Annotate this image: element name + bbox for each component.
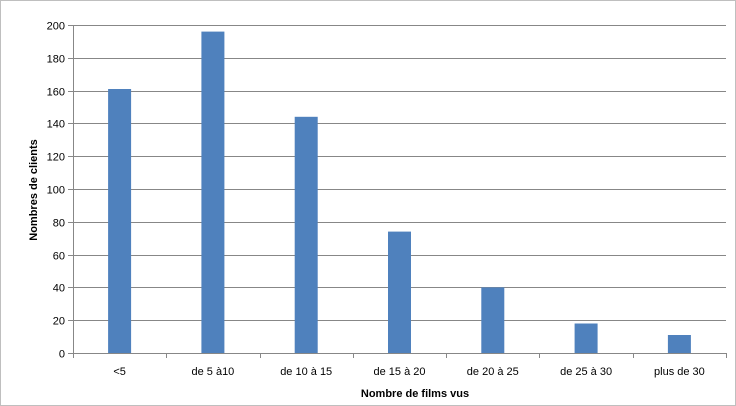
- y-tick-label: 100: [47, 185, 65, 197]
- y-axis-title: Nombres de clients: [28, 139, 40, 240]
- bars: [108, 31, 691, 353]
- x-tick-label: <5: [113, 366, 126, 378]
- gridlines: [68, 25, 726, 354]
- bar: [294, 116, 318, 353]
- bar: [667, 335, 691, 353]
- y-tick-label: 60: [53, 251, 65, 263]
- x-tick-labels: <5 de 5 à10 de 10 à 15 de 15 à 20 de 20 à 25…: [113, 366, 704, 378]
- y-tick-label: 160: [47, 87, 65, 99]
- x-tick-label: de 15 à 20: [374, 366, 426, 378]
- x-tick-label: de 25 à 30: [560, 366, 612, 378]
- y-tick-labels: 0 20 40 60 80 100 120 140 160 180 200: [47, 21, 65, 361]
- y-tick-label: 200: [47, 21, 65, 33]
- bar: [574, 323, 598, 353]
- x-axis-title: Nombre de films vus: [361, 388, 469, 400]
- x-tick-label: de 5 à10: [191, 366, 234, 378]
- bar: [388, 231, 411, 353]
- y-tick-label: 0: [59, 349, 65, 361]
- bar: [481, 287, 505, 353]
- y-tick-label: 180: [47, 54, 65, 66]
- x-tick-label: de 20 à 25: [467, 366, 519, 378]
- bar: [201, 31, 225, 353]
- x-tick-label: de 10 à 15: [280, 366, 332, 378]
- y-tick-label: 80: [53, 218, 65, 230]
- y-tick-label: 40: [53, 283, 65, 295]
- x-tick-label: plus de 30: [654, 366, 705, 378]
- y-tick-label: 120: [47, 152, 65, 164]
- y-tick-label: 140: [47, 119, 65, 131]
- axes: [73, 25, 727, 358]
- bar: [108, 89, 132, 353]
- y-tick-label: 20: [53, 316, 65, 328]
